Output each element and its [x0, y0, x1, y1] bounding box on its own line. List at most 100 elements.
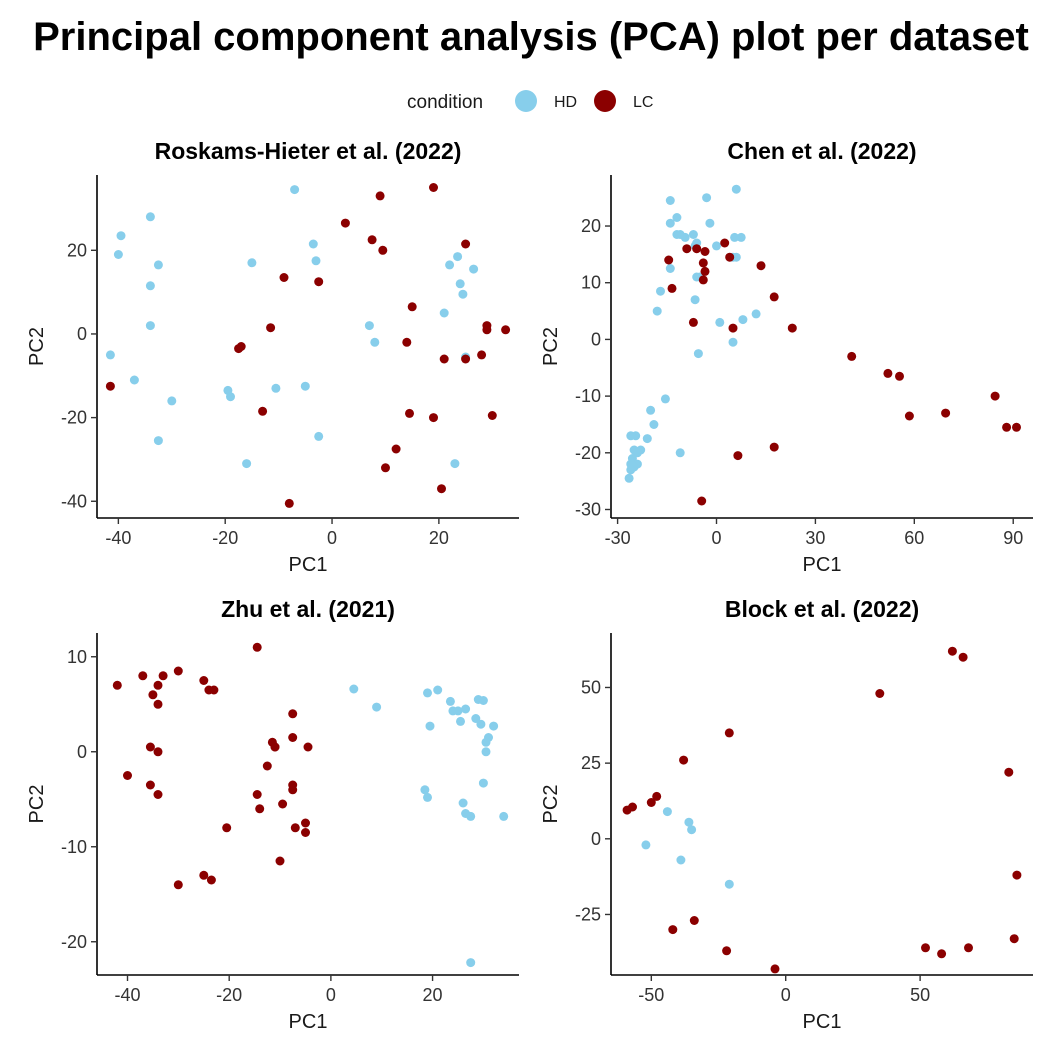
point-lc: [209, 685, 219, 695]
point-hd: [738, 315, 748, 325]
y-tick-label: 20: [581, 216, 601, 236]
x-axis-label: PC1: [803, 554, 842, 576]
point-hd: [665, 264, 675, 273]
point-hd: [715, 317, 725, 327]
point-lc: [698, 258, 708, 268]
x-tick-label: 30: [805, 528, 825, 548]
point-lc: [477, 350, 487, 360]
point-hd: [433, 685, 443, 695]
point-hd: [314, 431, 324, 441]
point-hd: [466, 811, 476, 821]
point-lc: [173, 666, 183, 676]
point-hd: [646, 405, 656, 415]
point-lc: [787, 323, 797, 333]
point-lc: [429, 183, 438, 192]
y-tick-label: -25: [575, 904, 601, 924]
y-tick-label: -20: [575, 443, 601, 463]
y-tick-label: 50: [581, 677, 601, 697]
point-hd: [450, 459, 460, 469]
point-hd: [730, 232, 740, 242]
y-axis-label: PC2: [26, 785, 48, 824]
point-hd: [311, 256, 321, 266]
panel-1: Chen et al. (2022) -30 0 30 60 90 -30 -20 -10 0 10…: [540, 138, 1033, 576]
y-tick-label: -20: [61, 932, 87, 952]
point-hd: [445, 696, 455, 706]
x-tick-label: 20: [429, 528, 449, 548]
point-lc: [262, 761, 272, 771]
y-tick-label: -30: [575, 499, 601, 519]
point-hd: [676, 855, 686, 865]
point-hd: [476, 719, 486, 729]
point-hd: [680, 232, 690, 242]
point-lc: [667, 283, 677, 293]
point-hd: [690, 295, 700, 305]
point-hd: [145, 321, 155, 331]
point-hd: [439, 308, 449, 318]
point-hd: [469, 264, 479, 274]
point-hd: [364, 321, 374, 331]
point-hd: [461, 704, 471, 714]
point-lc: [947, 646, 957, 656]
x-tick-label: 20: [423, 985, 443, 1005]
point-lc: [487, 411, 497, 420]
point-hd: [425, 721, 435, 731]
x-tick-label: 50: [910, 985, 930, 1005]
y-tick-label: 0: [591, 829, 601, 849]
point-lc: [391, 444, 401, 454]
point-hd: [675, 448, 685, 458]
point-lc: [937, 949, 947, 959]
point-hd: [167, 396, 177, 406]
legend-label-hd: HD: [554, 94, 577, 111]
legend-swatch-hd: [515, 90, 537, 112]
point-lc: [921, 943, 930, 953]
point-hd: [105, 350, 115, 360]
point-lc: [725, 252, 735, 262]
point-lc: [303, 742, 313, 752]
point-lc: [206, 875, 216, 885]
point-lc: [407, 302, 417, 312]
point-hd: [751, 309, 761, 319]
point-lc: [664, 255, 674, 265]
point-lc: [252, 642, 262, 652]
y-tick-label: -10: [61, 837, 87, 857]
point-lc: [728, 323, 738, 333]
point-hd: [423, 792, 432, 802]
point-hd: [129, 375, 139, 385]
point-lc: [153, 747, 163, 757]
point-hd: [445, 260, 455, 270]
point-hd: [372, 702, 382, 712]
point-hd: [481, 747, 491, 757]
point-lc: [990, 391, 1000, 401]
point-lc: [258, 406, 268, 416]
point-lc: [153, 790, 163, 799]
point-lc: [153, 699, 163, 709]
point-lc: [123, 771, 132, 780]
point-lc: [279, 273, 289, 282]
point-lc: [340, 218, 350, 228]
point-hd: [652, 306, 662, 316]
point-lc: [482, 321, 492, 331]
point-lc: [173, 880, 183, 890]
panel-title: Chen et al. (2022): [727, 138, 916, 164]
y-tick-label: 10: [581, 273, 601, 293]
point-hd: [687, 825, 697, 835]
legend-swatch-lc: [594, 90, 616, 112]
point-lc: [275, 856, 285, 866]
point-lc: [270, 742, 280, 752]
y-axis-label: PC2: [540, 785, 562, 824]
point-lc: [461, 239, 471, 249]
panel-title: Roskams-Hieter et al. (2022): [155, 138, 462, 164]
point-hd: [702, 193, 712, 203]
point-lc: [769, 292, 779, 302]
y-tick-label: 0: [77, 324, 87, 344]
point-lc: [688, 317, 698, 327]
point-hd: [113, 250, 123, 259]
point-lc: [105, 381, 115, 391]
point-hd: [423, 688, 432, 698]
point-hd: [116, 231, 126, 241]
point-hd: [626, 465, 636, 475]
point-hd: [731, 252, 741, 262]
point-hd: [712, 241, 721, 251]
point-lc: [847, 351, 857, 361]
y-tick-label: 0: [77, 742, 87, 762]
